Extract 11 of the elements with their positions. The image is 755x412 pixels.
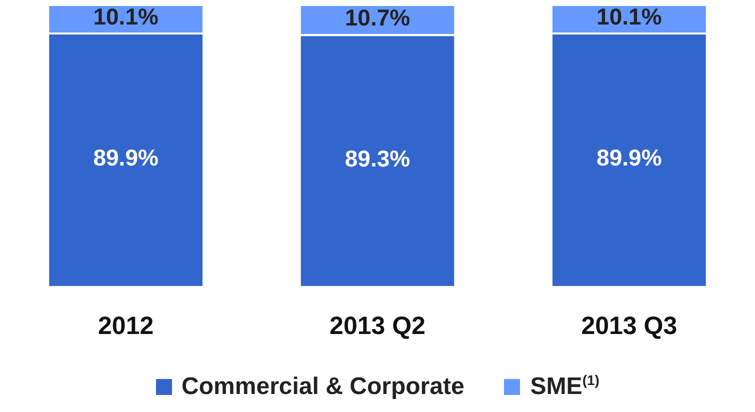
data-label: 89.3%	[344, 145, 410, 172]
x-tick-label: 2013 Q3	[581, 312, 678, 340]
legend-label: SME$^{(1)}$	[530, 372, 600, 401]
data-label: 89.9%	[596, 144, 662, 171]
x-tick-label: 2012	[98, 312, 154, 340]
data-label: 10.7%	[344, 4, 410, 30]
data-label: 10.1%	[596, 4, 662, 30]
data-label: 89.9%	[93, 144, 158, 171]
x-tick-label: 2013 Q2	[330, 312, 426, 340]
legend-label: Commercial & Corporate	[182, 372, 464, 400]
data-label: 10.1%	[93, 4, 158, 30]
